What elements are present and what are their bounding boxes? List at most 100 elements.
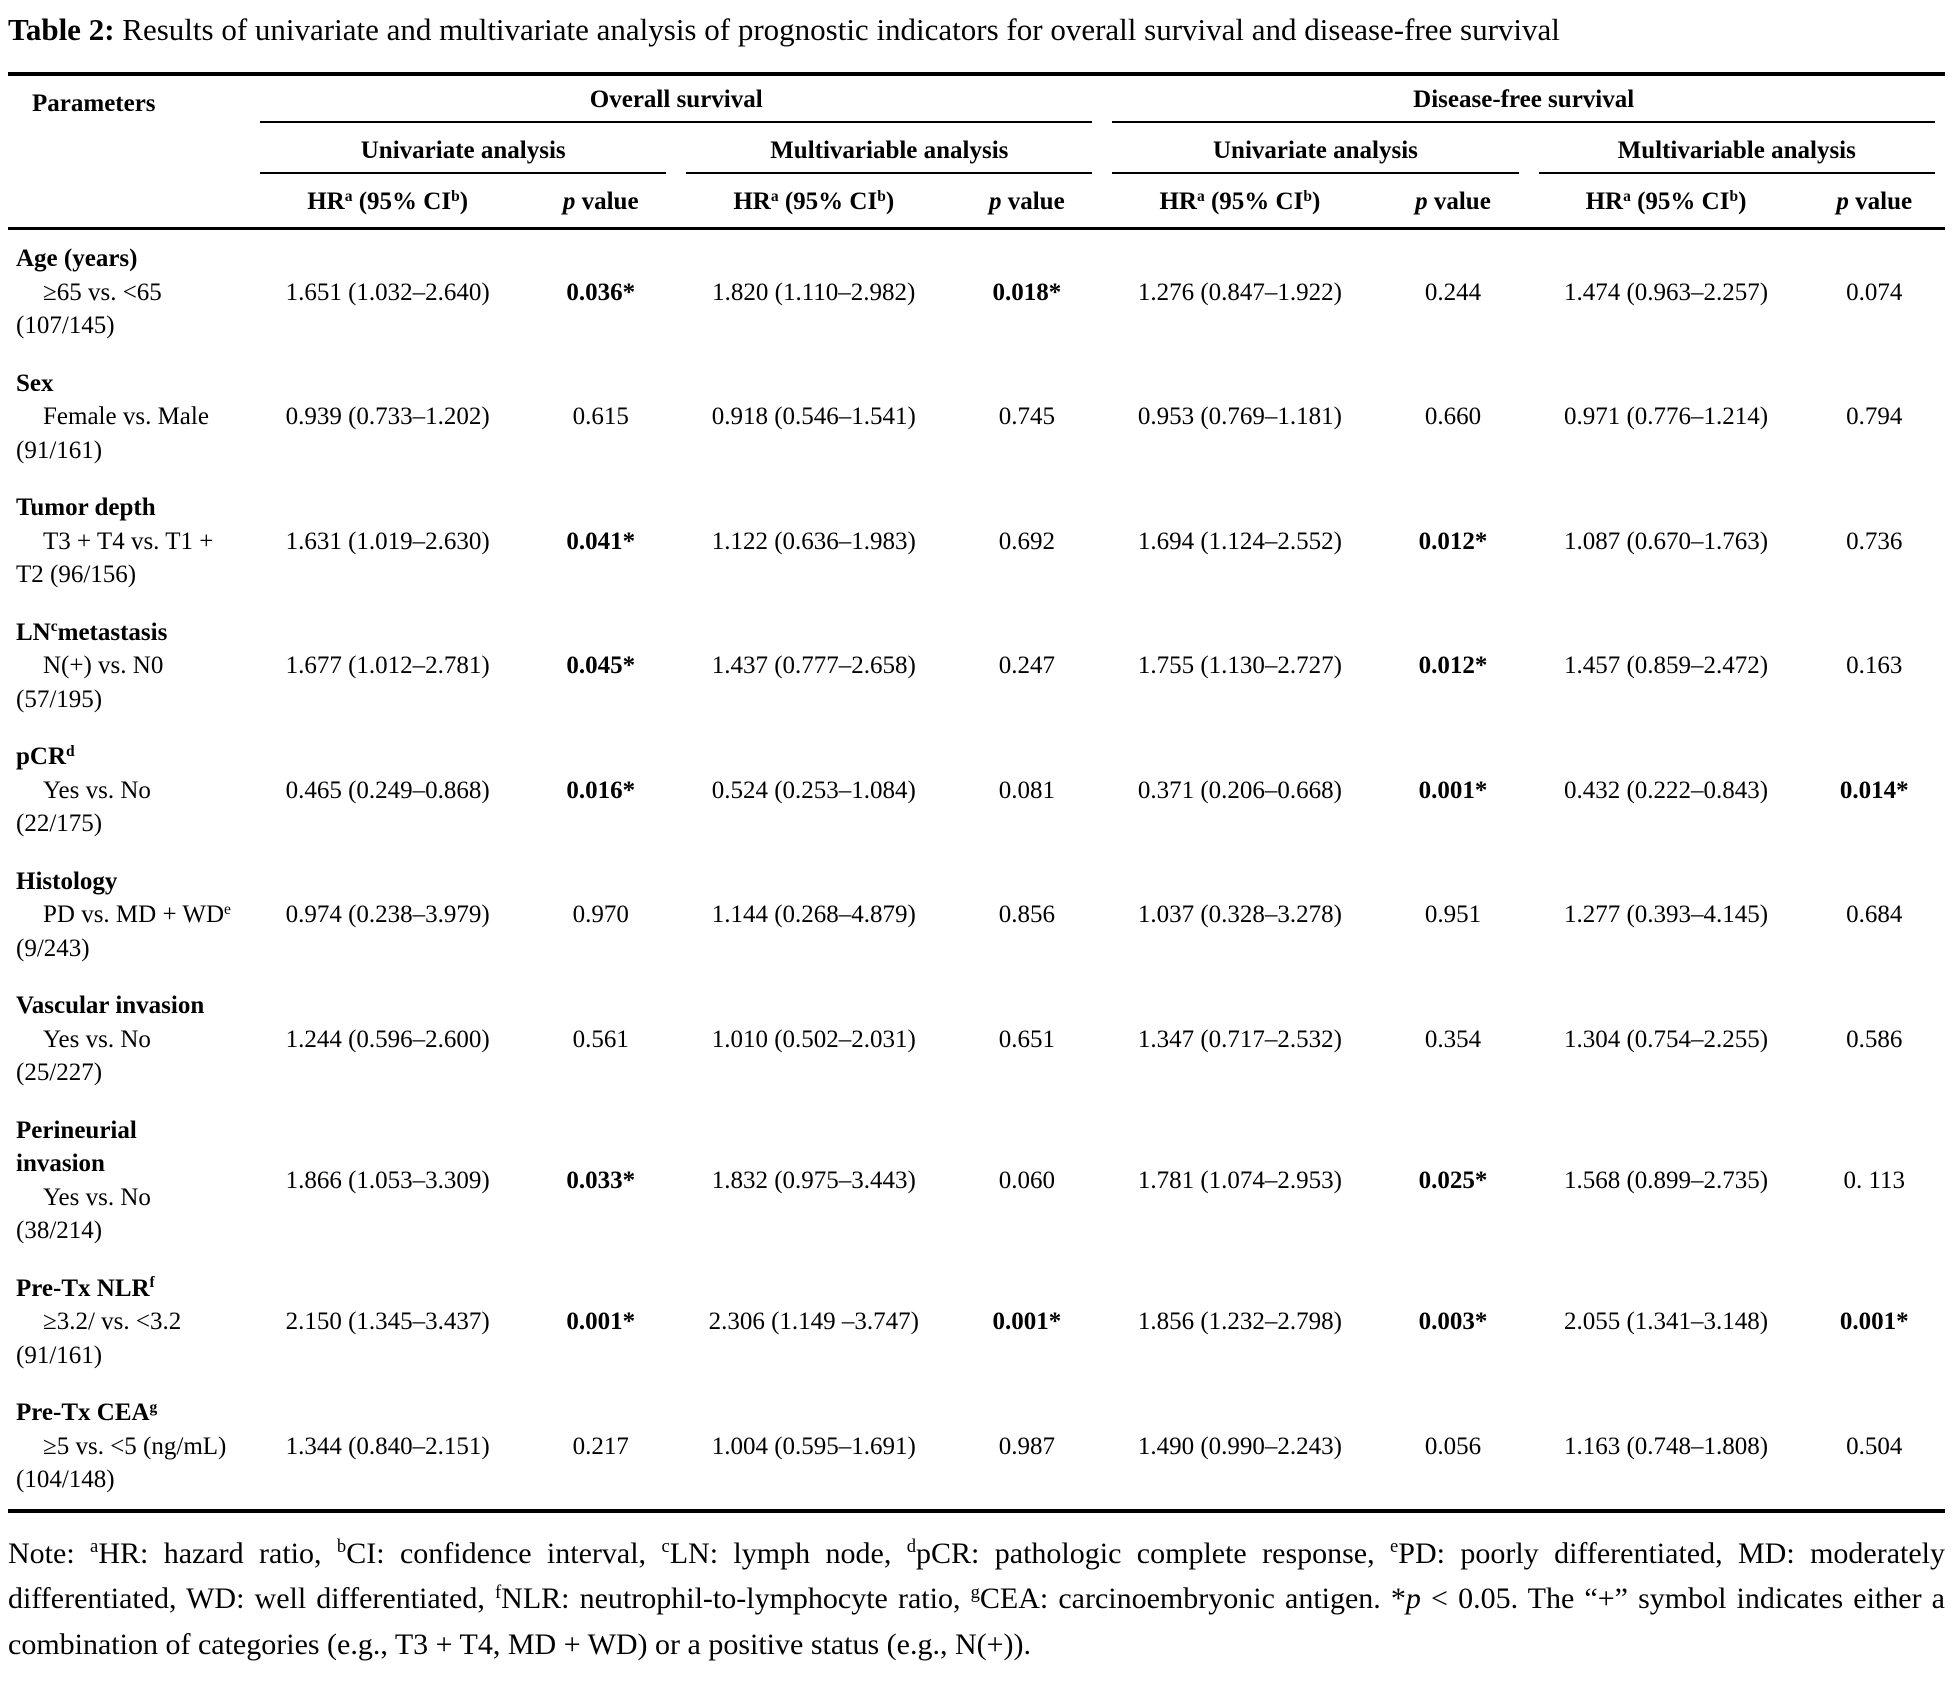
p-value-cell: 0.036* [566, 278, 636, 306]
hr-ci-cell: 1.866 (1.053–3.309) [285, 1167, 490, 1195]
table-caption-label: Table 2: [8, 12, 115, 47]
table-header: Parameters Overall survival Disease-free… [8, 74, 1946, 231]
parameter-cell: LNcmetastasis N(+) vs. N0 (57/195) [8, 604, 250, 729]
col-header-p-os-multivariable: p value [951, 174, 1103, 231]
p-value-cell: 0.074 [1846, 278, 1903, 306]
hr-ci-cell: 1.276 (0.847–1.922) [1137, 278, 1342, 306]
col-header-hr-dfs-univariate: HRa (95% CIb) [1102, 174, 1378, 231]
p-value-cell: 0.016* [566, 776, 636, 804]
hr-ci-cell: 0.371 (0.206–0.668) [1137, 776, 1342, 804]
table-caption-text: Results of univariate and multivariate a… [122, 12, 1560, 47]
col-header-p-dfs-univariate: p value [1377, 174, 1529, 231]
parameter-name: Tumor depth [16, 494, 156, 522]
p-value-cell: 0.081 [998, 776, 1055, 804]
row-perineurial-invasion: Perineurial invasion Yes vs. No (38/214) 1.8… [8, 1102, 1945, 1260]
header-row-groups: Parameters Overall survival Disease-free… [8, 74, 1945, 231]
p-value-cell: 0.041* [566, 527, 636, 555]
p-value-cell: 0.970 [572, 901, 629, 929]
header-row-subgroups: Univariate analysis Multivariable analys… [8, 123, 1946, 175]
hr-ci-cell: 1.755 (1.130–2.727) [1137, 652, 1342, 680]
parameter-cell: Tumor depth T3 + T4 vs. T1 + T2 (96/156) [8, 479, 250, 604]
parameter-name: Sex [16, 369, 54, 397]
p-value-cell: 0.684 [1846, 901, 1903, 929]
col-group-disease-free-survival-label: Disease-free survival [1112, 86, 1935, 124]
parameter-detail: PD vs. MD + WDe [43, 900, 231, 929]
p-value-cell: 0.586 [1846, 1025, 1903, 1053]
parameter-name: Pre-Tx CEAg [16, 1398, 158, 1427]
col-subgroup-dfs-multivariable-label: Multivariable analysis [1538, 137, 1935, 175]
parameter-detail: (91/161) [16, 1341, 103, 1369]
p-value-cell: 0.692 [998, 527, 1055, 555]
parameter-detail: (25/227) [16, 1059, 103, 1087]
col-header-hr-os-univariate: HRa (95% CIb) [250, 174, 526, 231]
col-header-p-dfs-multivariable: p value [1803, 174, 1945, 231]
row-histology: Histology PD vs. MD + WDe (9/243) 0.974 (0.… [8, 853, 1945, 978]
hr-ci-cell: 1.347 (0.717–2.532) [1137, 1025, 1342, 1053]
col-subgroup-os-multivariable: Multivariable analysis [676, 123, 1102, 175]
hr-ci-cell: 1.144 (0.268–4.879) [711, 901, 916, 929]
p-value-cell: 0.856 [998, 901, 1055, 929]
parameter-detail: (22/175) [16, 810, 103, 838]
col-subgroup-dfs-univariate: Univariate analysis [1102, 123, 1528, 175]
p-value-cell: 0.012* [1418, 652, 1488, 680]
p-value-cell: 0.561 [572, 1025, 629, 1053]
col-subgroup-dfs-multivariable: Multivariable analysis [1529, 123, 1946, 175]
p-value-cell: 0.012* [1418, 527, 1488, 555]
hr-ci-cell: 1.651 (1.032–2.640) [285, 278, 490, 306]
parameter-detail: (107/145) [16, 312, 115, 340]
parameter-cell: Sex Female vs. Male (91/161) [8, 355, 250, 480]
p-value-cell: 0.045* [566, 652, 636, 680]
p-value-cell: 0.001* [992, 1308, 1062, 1336]
parameter-detail: T2 (96/156) [16, 561, 137, 589]
hr-ci-cell: 0.524 (0.253–1.084) [711, 776, 916, 804]
row-ln-metastasis: LNcmetastasis N(+) vs. N0 (57/195) 1.677 (1… [8, 604, 1945, 729]
p-value-cell: 0. 113 [1843, 1167, 1906, 1195]
p-value-cell: 0.745 [998, 403, 1055, 431]
parameter-detail: (104/148) [16, 1466, 115, 1494]
p-value-cell: 0.651 [998, 1025, 1055, 1053]
row-vascular-invasion: Vascular invasion Yes vs. No (25/227) 1.244… [8, 977, 1945, 1102]
parameter-name: Pre-Tx NLRf [16, 1274, 155, 1302]
col-group-overall-survival-label: Overall survival [260, 86, 1093, 124]
p-value-cell: 0.615 [572, 403, 629, 431]
p-value-cell: 0.001* [1418, 776, 1488, 804]
parameter-name: Vascular invasion [16, 992, 205, 1020]
hr-ci-cell: 1.437 (0.777–2.658) [711, 652, 916, 680]
hr-ci-cell: 1.631 (1.019–2.630) [285, 527, 490, 555]
parameter-detail: (57/195) [16, 685, 103, 713]
parameter-cell: Pre-Tx CEAg ≥5 vs. <5 (ng/mL) (104/148) [8, 1384, 250, 1511]
hr-ci-cell: 1.474 (0.963–2.257) [1563, 278, 1769, 306]
col-group-overall-survival: Overall survival [250, 74, 1102, 124]
parameter-name: pCRd [16, 742, 75, 771]
col-header-hr-dfs-multivariable: HRa (95% CIb) [1528, 174, 1804, 231]
parameter-cell: Histology PD vs. MD + WDe (9/243) [8, 853, 250, 978]
p-value-cell: 0.244 [1424, 278, 1482, 306]
row-sex: Sex Female vs. Male (91/161) 0.939 (0.733–1… [8, 355, 1945, 480]
parameter-detail: (38/214) [16, 1217, 103, 1245]
p-value-cell: 0.504 [1846, 1432, 1903, 1460]
parameter-cell: Vascular invasion Yes vs. No (25/227) [8, 977, 250, 1102]
col-subgroup-os-univariate: Univariate analysis [250, 123, 676, 175]
results-table: Parameters Overall survival Disease-free… [8, 72, 1945, 1513]
p-value-cell: 0.247 [998, 652, 1055, 680]
p-value-cell: 0.987 [998, 1432, 1055, 1460]
hr-ci-cell: 0.465 (0.249–0.868) [285, 776, 490, 804]
hr-ci-cell: 1.856 (1.232–2.798) [1137, 1308, 1342, 1336]
parameter-detail: ≥65 vs. <65 [43, 278, 162, 306]
hr-ci-cell: 1.568 (0.899–2.735) [1563, 1167, 1769, 1195]
hr-ci-cell: 0.918 (0.546–1.541) [711, 403, 916, 431]
row-pcr: pCRd Yes vs. No (22/175) 0.465 (0.249–0.868… [8, 728, 1945, 853]
col-header-parameters: Parameters [8, 74, 251, 231]
p-value-cell: 0.014* [1839, 776, 1909, 804]
row-pre-tx-nlr: Pre-Tx NLRf ≥3.2/ vs. <3.2 (91/161) 2.150 (… [8, 1260, 1945, 1385]
p-value-cell: 0.951 [1424, 901, 1482, 929]
parameter-cell: pCRd Yes vs. No (22/175) [8, 728, 250, 853]
p-value-cell: 0.060 [998, 1167, 1055, 1195]
hr-ci-cell: 0.432 (0.222–0.843) [1563, 776, 1769, 804]
parameter-name: invasion [16, 1150, 105, 1178]
parameter-detail: ≥3.2/ vs. <3.2 [43, 1308, 182, 1336]
col-group-disease-free-survival: Disease-free survival [1102, 74, 1945, 124]
hr-ci-cell: 1.087 (0.670–1.763) [1563, 527, 1769, 555]
p-value-cell: 0.217 [572, 1432, 629, 1460]
